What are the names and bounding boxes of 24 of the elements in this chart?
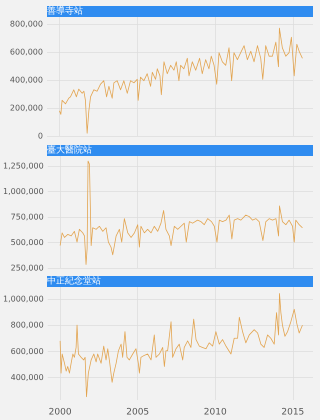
x-tick-label: 2005 (126, 408, 150, 418)
y-tick-label: 400,000 (10, 373, 44, 382)
x-tick-label: 2015 (281, 408, 304, 418)
y-tick-label: 250,000 (10, 264, 44, 272)
x-tick-label: 2000 (48, 408, 72, 418)
x-tick-label: 2010 (204, 408, 227, 418)
y-tick-label: 800,000 (10, 320, 44, 330)
y-tick-label: 800,000 (10, 20, 43, 28)
line-series (60, 160, 303, 265)
y-tick-label: 500,000 (10, 238, 44, 248)
line-series (59, 28, 303, 134)
y-tick-label: 600,000 (10, 346, 44, 356)
y-tick-label: 200,000 (10, 104, 43, 112)
chart-title: 臺大醫院站 (47, 144, 92, 156)
y-tick-label: 1,000,000 (2, 187, 44, 196)
y-tick-label: 400,000 (10, 76, 43, 84)
y-tick-label: 600,000 (10, 48, 43, 56)
y-tick-label: 0 (38, 132, 43, 140)
line-series (60, 293, 303, 398)
chart-title: 中正紀念堂站 (47, 276, 101, 286)
chart-title: 善導寺站 (47, 6, 83, 16)
y-tick-label: 1,000,000 (2, 294, 44, 304)
y-tick-label: 750,000 (10, 212, 44, 222)
y-tick-label: 1,250,000 (2, 162, 44, 171)
